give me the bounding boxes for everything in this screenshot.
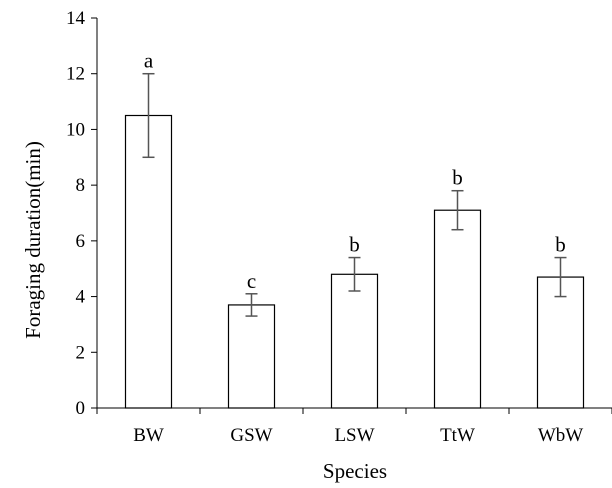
bars — [124, 114, 585, 409]
bar — [124, 114, 173, 409]
significance-label: b — [349, 233, 360, 257]
x-axis-title: Species — [323, 459, 387, 483]
significance-label: a — [144, 49, 154, 73]
y-tick-label: 0 — [76, 398, 86, 419]
significance-labels: a c b b b — [144, 49, 566, 293]
x-tick-label: WbW — [538, 425, 583, 446]
y-tick-label: 2 — [76, 342, 86, 363]
y-tick-label: 6 — [76, 231, 86, 252]
error-bars — [142, 72, 567, 317]
y-tick-label: 10 — [66, 119, 85, 140]
significance-label: b — [452, 166, 463, 190]
x-tick-label: GSW — [230, 425, 272, 446]
bar — [433, 209, 482, 409]
significance-label: c — [247, 269, 256, 293]
y-tick-label: 8 — [76, 175, 86, 196]
y-axis: 0 2 4 6 8 10 12 14 — [66, 8, 98, 419]
y-tick-label: 12 — [66, 64, 85, 85]
bar — [227, 304, 276, 409]
y-tick-label: 4 — [76, 287, 86, 308]
x-tick-label: BW — [133, 425, 164, 446]
y-axis-title: Foraging duration(min) — [21, 141, 45, 339]
x-axis: BW GSW LSW TtW WbW — [96, 407, 612, 446]
x-tick-label: LSW — [334, 425, 374, 446]
bar — [330, 273, 379, 409]
y-tick-label: 14 — [66, 8, 86, 29]
significance-label: b — [555, 233, 566, 257]
bar — [536, 276, 585, 409]
x-tick-label: TtW — [440, 425, 475, 446]
